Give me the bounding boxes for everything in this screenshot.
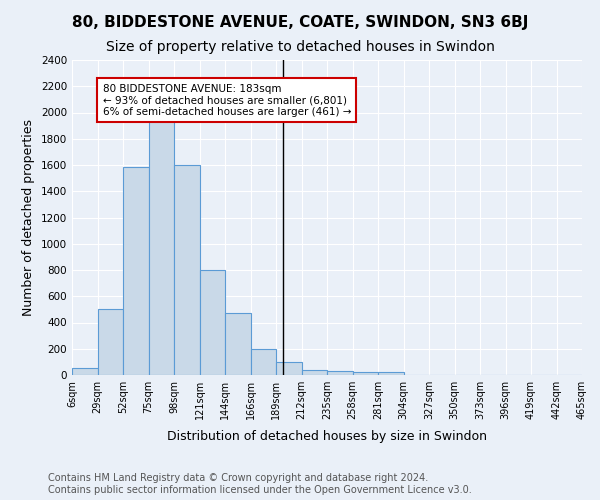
Text: 80, BIDDESTONE AVENUE, COATE, SWINDON, SN3 6BJ: 80, BIDDESTONE AVENUE, COATE, SWINDON, S…: [72, 15, 528, 30]
Bar: [378, 372, 404, 375]
Bar: [97, 310, 123, 375]
Bar: [353, 372, 378, 375]
Bar: [199, 270, 225, 375]
Bar: [302, 370, 327, 375]
Text: Contains HM Land Registry data © Crown copyright and database right 2024.
Contai: Contains HM Land Registry data © Crown c…: [48, 474, 472, 495]
Bar: [174, 165, 199, 375]
Bar: [276, 362, 302, 375]
Bar: [123, 167, 149, 375]
Bar: [327, 371, 353, 375]
Bar: [149, 119, 174, 375]
Bar: [72, 368, 97, 375]
Bar: [225, 312, 251, 375]
Text: 80 BIDDESTONE AVENUE: 183sqm
← 93% of detached houses are smaller (6,801)
6% of : 80 BIDDESTONE AVENUE: 183sqm ← 93% of de…: [103, 84, 351, 117]
X-axis label: Distribution of detached houses by size in Swindon: Distribution of detached houses by size …: [167, 430, 487, 444]
Text: Size of property relative to detached houses in Swindon: Size of property relative to detached ho…: [106, 40, 494, 54]
Bar: [251, 350, 276, 375]
Y-axis label: Number of detached properties: Number of detached properties: [22, 119, 35, 316]
